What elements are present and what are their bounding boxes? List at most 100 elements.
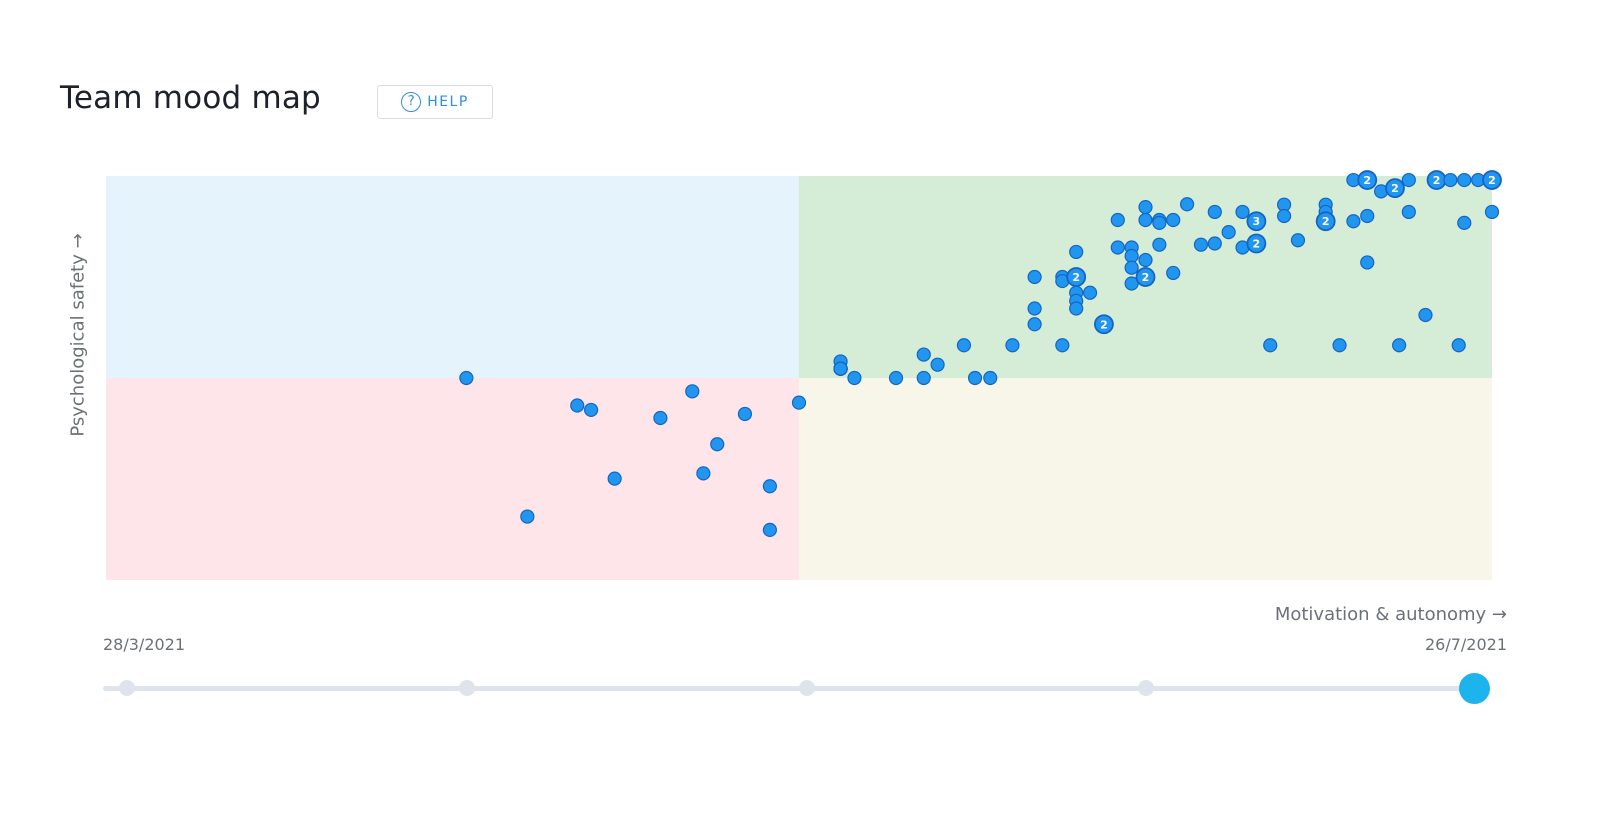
data-point[interactable]	[888, 370, 904, 386]
data-point[interactable]	[583, 402, 599, 418]
data-point[interactable]	[1332, 338, 1347, 353]
data-point[interactable]	[1276, 208, 1292, 224]
data-point-marker[interactable]	[1027, 301, 1042, 316]
data-point[interactable]	[1138, 212, 1153, 228]
data-point-marker[interactable]	[930, 357, 945, 372]
data-point-marker[interactable]	[1235, 204, 1250, 220]
data-point-marker[interactable]	[1263, 338, 1278, 353]
data-point[interactable]	[1138, 200, 1153, 215]
data-point-marker[interactable]	[833, 361, 848, 376]
data-point-marker[interactable]	[956, 338, 972, 353]
data-point-marker[interactable]	[1457, 215, 1472, 230]
data-point-marker[interactable]	[1152, 215, 1167, 230]
data-point-marker[interactable]	[1332, 338, 1347, 353]
data-point[interactable]	[916, 370, 931, 386]
point-cluster[interactable]: 2	[1315, 211, 1336, 232]
data-point[interactable]	[607, 471, 622, 486]
data-point-marker[interactable]	[1392, 338, 1407, 353]
data-point[interactable]	[1418, 307, 1433, 323]
data-point[interactable]	[1451, 338, 1466, 353]
point-cluster[interactable]: 2	[1482, 170, 1502, 190]
data-point[interactable]	[685, 384, 700, 399]
data-point-marker[interactable]	[1418, 307, 1433, 323]
data-point[interactable]	[1179, 197, 1195, 212]
data-point-marker[interactable]	[1246, 233, 1267, 254]
point-cluster[interactable]: 3	[1246, 211, 1267, 232]
data-point-marker[interactable]	[916, 347, 931, 362]
data-point[interactable]	[1443, 172, 1458, 188]
data-point-marker[interactable]	[1124, 248, 1139, 264]
data-point-marker[interactable]	[1207, 236, 1222, 251]
data-point[interactable]	[1457, 215, 1472, 230]
data-point-marker[interactable]	[1135, 267, 1156, 287]
data-point-marker[interactable]	[1357, 170, 1378, 190]
data-point-marker[interactable]	[1094, 314, 1114, 335]
data-point-marker[interactable]	[1207, 204, 1222, 220]
data-point-marker[interactable]	[1138, 212, 1153, 228]
point-cluster[interactable]: 2	[1094, 314, 1114, 335]
data-point-marker[interactable]	[520, 509, 535, 524]
data-point-marker[interactable]	[1385, 178, 1405, 199]
data-point-marker[interactable]	[1069, 244, 1084, 260]
data-point-marker[interactable]	[967, 370, 983, 386]
data-point-marker[interactable]	[1138, 252, 1153, 268]
data-point[interactable]	[833, 361, 848, 376]
data-point[interactable]	[459, 370, 474, 386]
data-point[interactable]	[653, 410, 668, 426]
data-point-marker[interactable]	[791, 395, 807, 410]
data-point[interactable]	[791, 395, 807, 410]
data-point-marker[interactable]	[1276, 208, 1292, 224]
data-point[interactable]	[1290, 233, 1306, 248]
data-point-marker[interactable]	[847, 370, 862, 386]
point-cluster[interactable]: 2	[1357, 170, 1378, 190]
data-point[interactable]	[1221, 225, 1236, 240]
data-point[interactable]	[1027, 317, 1042, 332]
data-point-marker[interactable]	[583, 402, 599, 418]
data-point-marker[interactable]	[1457, 172, 1472, 188]
data-point-marker[interactable]	[710, 437, 725, 452]
data-point-marker[interactable]	[1027, 317, 1042, 332]
data-point-marker[interactable]	[607, 471, 622, 486]
timeline-stop[interactable]	[1138, 680, 1154, 696]
data-point[interactable]	[1166, 212, 1181, 228]
point-cluster[interactable]: 2	[1066, 267, 1087, 287]
data-point-marker[interactable]	[916, 370, 931, 386]
data-point[interactable]	[710, 437, 725, 452]
data-point[interactable]	[1152, 237, 1167, 252]
data-point-marker[interactable]	[1166, 265, 1181, 281]
data-point[interactable]	[1027, 269, 1042, 285]
data-point[interactable]	[1193, 237, 1209, 252]
point-cluster[interactable]: 2	[1135, 267, 1156, 287]
data-point[interactable]	[930, 357, 945, 372]
data-point[interactable]	[1360, 208, 1375, 224]
point-cluster[interactable]: 2	[1385, 178, 1405, 199]
data-point-marker[interactable]	[1360, 208, 1375, 224]
help-button[interactable]: ? HELP	[377, 85, 493, 119]
data-point[interactable]	[967, 370, 983, 386]
data-point[interactable]	[1263, 338, 1278, 353]
data-point[interactable]	[1392, 338, 1407, 353]
data-point[interactable]	[1207, 236, 1222, 251]
data-point[interactable]	[1152, 215, 1167, 230]
timeline-slider-handle[interactable]	[1459, 673, 1490, 704]
point-cluster[interactable]: 2	[1426, 170, 1447, 190]
data-point-marker[interactable]	[762, 522, 777, 538]
data-point[interactable]	[1457, 172, 1472, 188]
data-point[interactable]	[696, 466, 711, 481]
data-point-marker[interactable]	[1110, 240, 1125, 255]
data-point-marker[interactable]	[1443, 172, 1458, 188]
timeline-track[interactable]	[103, 686, 1488, 691]
timeline-stop[interactable]	[459, 680, 475, 696]
data-point[interactable]	[520, 509, 535, 524]
data-point[interactable]	[1207, 204, 1222, 220]
data-point-marker[interactable]	[1166, 212, 1181, 228]
data-point[interactable]	[1124, 260, 1139, 275]
data-point-marker[interactable]	[1315, 211, 1336, 232]
data-point-marker[interactable]	[570, 398, 585, 413]
data-point-marker[interactable]	[762, 479, 777, 494]
data-point-marker[interactable]	[1290, 233, 1306, 248]
data-point-marker[interactable]	[1401, 172, 1416, 188]
data-point-marker[interactable]	[1360, 255, 1375, 270]
data-point[interactable]	[1055, 338, 1070, 353]
data-point-marker[interactable]	[1027, 269, 1042, 285]
